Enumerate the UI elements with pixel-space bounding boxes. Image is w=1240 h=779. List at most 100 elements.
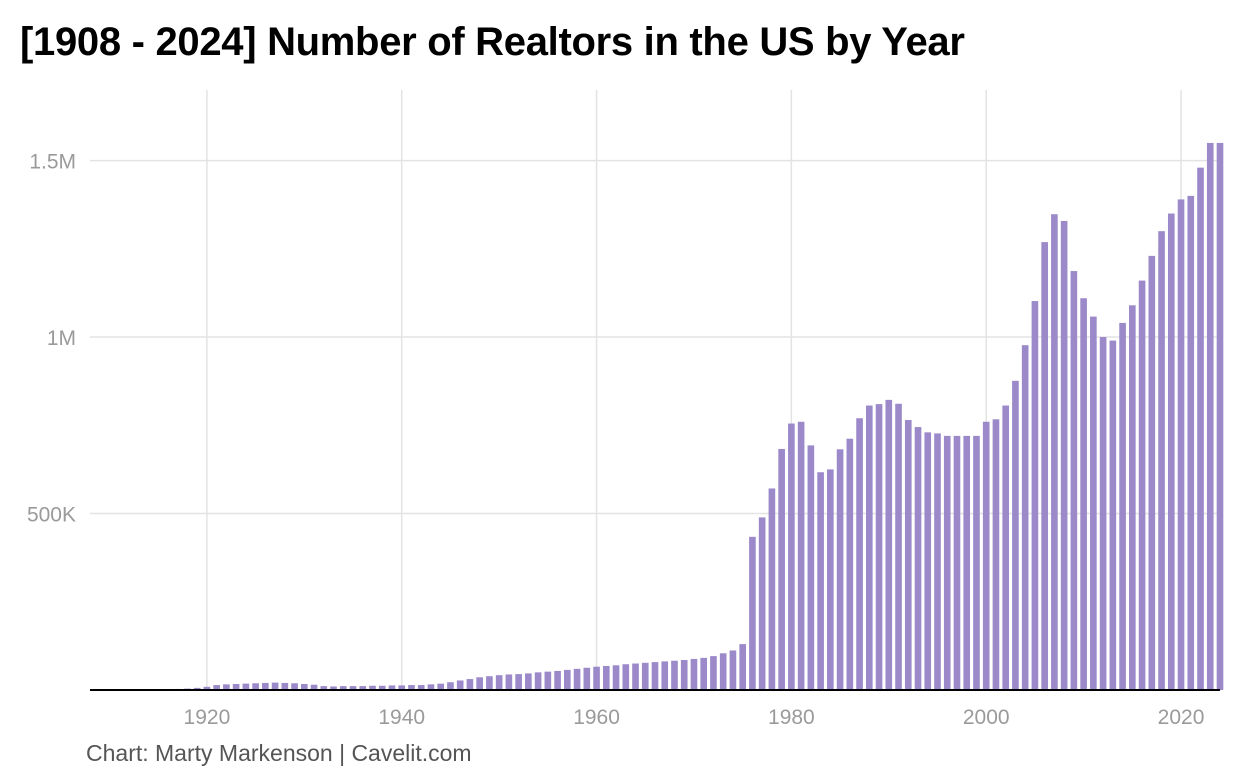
bar (671, 660, 678, 690)
bar (895, 403, 902, 690)
x-tick-label: 2000 (963, 706, 1010, 729)
bar (349, 686, 357, 690)
bar (1177, 199, 1185, 691)
bar (573, 668, 581, 690)
bar (515, 674, 522, 690)
bar (1099, 337, 1107, 690)
bar (612, 665, 620, 690)
bar (232, 684, 240, 690)
y-tick-labels: 500K 1M 1.5M (27, 151, 76, 527)
bar (1041, 242, 1048, 690)
bar (1119, 322, 1126, 690)
bar (593, 666, 600, 690)
bar (525, 673, 532, 690)
bar (875, 404, 883, 690)
chart-credit: Chart: Marty Markenson | Cavelit.com (86, 740, 472, 766)
bar (1109, 340, 1117, 690)
y-tick-label: 1.5M (29, 151, 76, 174)
bar (262, 682, 269, 690)
bar (778, 448, 785, 690)
bar (1051, 214, 1058, 690)
bar (213, 685, 220, 690)
x-tick-label: 1940 (378, 706, 425, 729)
bar (924, 432, 932, 690)
bar (914, 427, 922, 690)
bar (193, 687, 201, 690)
bar (369, 685, 376, 690)
bar (398, 685, 406, 690)
bar (1060, 220, 1068, 691)
bar (427, 684, 435, 690)
bar (1158, 231, 1165, 691)
bar (1031, 301, 1039, 690)
bar (602, 666, 610, 690)
bar (203, 686, 211, 690)
bar (534, 672, 542, 690)
bar (807, 445, 815, 690)
bar (466, 679, 474, 690)
bar (300, 684, 308, 690)
bar (817, 472, 824, 690)
bar (680, 660, 688, 690)
bar (281, 682, 289, 690)
bar (827, 469, 834, 690)
bar (788, 423, 795, 690)
bar (1206, 142, 1214, 691)
bar (1216, 142, 1224, 691)
y-gridlines (90, 159, 1220, 515)
bar (963, 435, 971, 690)
bar (1080, 298, 1087, 690)
bar (797, 421, 805, 690)
bar (437, 683, 445, 690)
bar (739, 644, 746, 690)
bar (1012, 380, 1019, 690)
bar (252, 683, 259, 690)
bar (1021, 345, 1029, 690)
bar (408, 685, 415, 690)
bar (320, 686, 328, 690)
bar (651, 662, 659, 690)
bar (1138, 280, 1146, 690)
y-tick-label: 500K (27, 504, 76, 527)
x-tick-label: 1980 (768, 706, 815, 729)
bar (982, 421, 990, 690)
bar (583, 667, 591, 690)
bar (554, 670, 561, 690)
bar (768, 488, 776, 690)
x-tick-label: 1920 (184, 706, 231, 729)
bar (291, 683, 298, 690)
bar (330, 686, 337, 690)
bar (486, 676, 493, 690)
bar (749, 536, 756, 690)
bar (1148, 255, 1156, 690)
x-tick-labels: 1920 1940 1960 1980 2000 2020 (184, 706, 1205, 729)
bar (710, 656, 717, 690)
x-tick-label: 1960 (573, 706, 620, 729)
bar (359, 686, 367, 690)
bar (544, 671, 552, 690)
bar (632, 663, 639, 690)
chart-title: [1908 - 2024] Number of Realtors in the … (20, 20, 965, 64)
bar (904, 420, 912, 690)
bars (125, 142, 1224, 691)
bar (934, 433, 941, 690)
bar (865, 405, 873, 690)
bar (310, 684, 318, 690)
bar (992, 419, 1000, 690)
bar (417, 685, 425, 690)
bar (1070, 271, 1078, 690)
bar (1090, 316, 1097, 690)
y-tick-label: 1M (47, 327, 76, 350)
bar (1002, 405, 1010, 690)
bar (641, 662, 649, 690)
bar (758, 517, 766, 690)
bar (856, 418, 863, 690)
x-tick-label: 2020 (1158, 706, 1205, 729)
bar (447, 682, 454, 690)
bar (719, 653, 727, 690)
bar (1129, 305, 1136, 690)
bar (1167, 213, 1175, 690)
bar (700, 657, 708, 690)
bar (339, 686, 347, 690)
bar (456, 680, 464, 690)
